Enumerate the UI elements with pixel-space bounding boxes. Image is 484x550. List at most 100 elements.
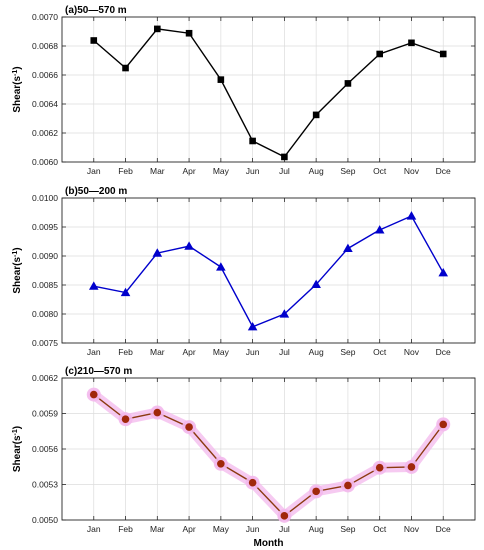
data-point: [311, 279, 321, 289]
x-tick-label: May: [213, 524, 230, 534]
data-point: [120, 287, 131, 297]
data-point: [312, 111, 320, 119]
x-tick-label: Aug: [309, 166, 324, 176]
x-tick-label: May: [213, 347, 230, 357]
x-tick-label: Sep: [340, 166, 355, 176]
data-point: [280, 512, 289, 520]
panel-title: (c)210—570 m: [65, 366, 132, 377]
data-point: [344, 481, 352, 490]
x-tick-label: Jun: [246, 524, 260, 534]
x-tick-label: Sep: [340, 524, 355, 534]
axes-frame: [61, 197, 476, 344]
x-tick-label: Apr: [182, 347, 195, 357]
x-tick-label: Mar: [150, 524, 165, 534]
data-point: [216, 262, 226, 271]
y-tick-label: 0.0090: [32, 251, 58, 261]
y-tick-label: 0.0095: [32, 222, 58, 232]
x-tick-label: Aug: [309, 347, 324, 357]
x-tick-label: Jun: [246, 347, 260, 357]
data-point: [406, 211, 417, 220]
x-tick-label: Nov: [404, 347, 420, 357]
data-point: [152, 248, 163, 257]
data-point: [121, 415, 130, 423]
y-tick-label: 0.0068: [32, 41, 58, 51]
y-tick-label: 0.0062: [32, 373, 58, 383]
y-tick-label: 0.0056: [32, 444, 58, 454]
x-tick-label: Jan: [87, 347, 101, 357]
panel-3: 0.0050 0.0053 0.0056 0.0059 0.0062 Jan Feb Mar A…: [12, 366, 476, 549]
data-point: [439, 50, 447, 58]
data-point: [375, 463, 384, 472]
data-point: [312, 487, 320, 496]
data-point: [408, 39, 415, 47]
panel-2: 0.0075 0.0080 0.0085 0.0090 0.0095 0.0100 Jan F…: [12, 186, 476, 357]
x-axis-label: Month: [254, 538, 284, 549]
data-point: [247, 321, 258, 331]
x-tick-label: Mar: [150, 347, 165, 357]
y-tick-label: 0.0059: [32, 409, 58, 419]
x-tick-label: Sep: [340, 347, 355, 357]
data-point: [344, 80, 352, 87]
x-tick-label: Oct: [373, 166, 387, 176]
data-point: [438, 268, 449, 277]
data-point: [185, 29, 193, 37]
data-point: [185, 423, 193, 431]
data-point: [374, 225, 385, 234]
y-axis-label: Shear(s-1): [12, 426, 24, 472]
data-point: [439, 420, 448, 429]
y-axis-label: Shear(s-1): [12, 66, 24, 112]
x-tick-label: Jul: [279, 347, 290, 357]
data-point: [249, 137, 256, 145]
data-point: [90, 37, 98, 44]
y-tick-label: 0.0085: [32, 280, 58, 290]
x-tick-label: Feb: [118, 166, 133, 176]
y-tick-label: 0.0070: [32, 12, 58, 22]
x-tick-label: Jan: [87, 166, 101, 176]
data-point: [89, 390, 98, 399]
x-tick-label: Jun: [246, 166, 260, 176]
x-tick-label: Aug: [309, 524, 324, 534]
x-tick-label: May: [213, 166, 230, 176]
data-point: [248, 478, 257, 487]
y-tick-label: 0.0050: [32, 515, 58, 525]
x-tick-label: Feb: [118, 524, 133, 534]
x-tick-label: Dce: [436, 524, 451, 534]
x-tick-label: Apr: [182, 166, 195, 176]
y-tick-label: 0.0075: [32, 338, 58, 348]
x-tick-label: Apr: [182, 524, 195, 534]
data-point: [217, 459, 225, 468]
x-tick-label: Oct: [373, 524, 387, 534]
plot-area: [62, 17, 475, 162]
data-point: [279, 309, 290, 318]
y-axis-label: Shear(s-1): [12, 247, 24, 293]
series-line: [93, 215, 444, 328]
x-tick-label: Dce: [436, 347, 451, 357]
data-point: [343, 243, 353, 253]
panel-1: 0.0060 0.0062 0.0064 0.0066 0.0068 0.0070 Jan F…: [12, 5, 476, 176]
data-point: [407, 463, 416, 471]
data-point: [217, 76, 225, 83]
data-point: [153, 408, 162, 417]
y-tick-label: 0.0062: [32, 128, 58, 138]
panel-title: (b)50—200 m: [65, 186, 127, 197]
panel-title: (a)50—570 m: [65, 5, 127, 16]
data-point: [88, 281, 99, 290]
x-tick-label: Nov: [404, 166, 420, 176]
x-tick-label: Jan: [87, 524, 101, 534]
x-tick-label: Jul: [279, 166, 290, 176]
axes-frame: [61, 16, 476, 163]
x-tick-label: Feb: [118, 347, 133, 357]
x-tick-label: Oct: [373, 347, 387, 357]
y-tick-label: 0.0064: [32, 99, 58, 109]
data-point: [122, 64, 129, 72]
data-point: [184, 241, 194, 250]
y-tick-label: 0.0053: [32, 480, 58, 490]
plot-area: [62, 198, 475, 343]
data-point: [376, 50, 383, 58]
x-tick-label: Nov: [404, 524, 420, 534]
y-tick-label: 0.0100: [32, 193, 58, 203]
x-tick-label: Dce: [436, 166, 451, 176]
series-line: [93, 28, 444, 158]
data-point: [281, 153, 288, 161]
